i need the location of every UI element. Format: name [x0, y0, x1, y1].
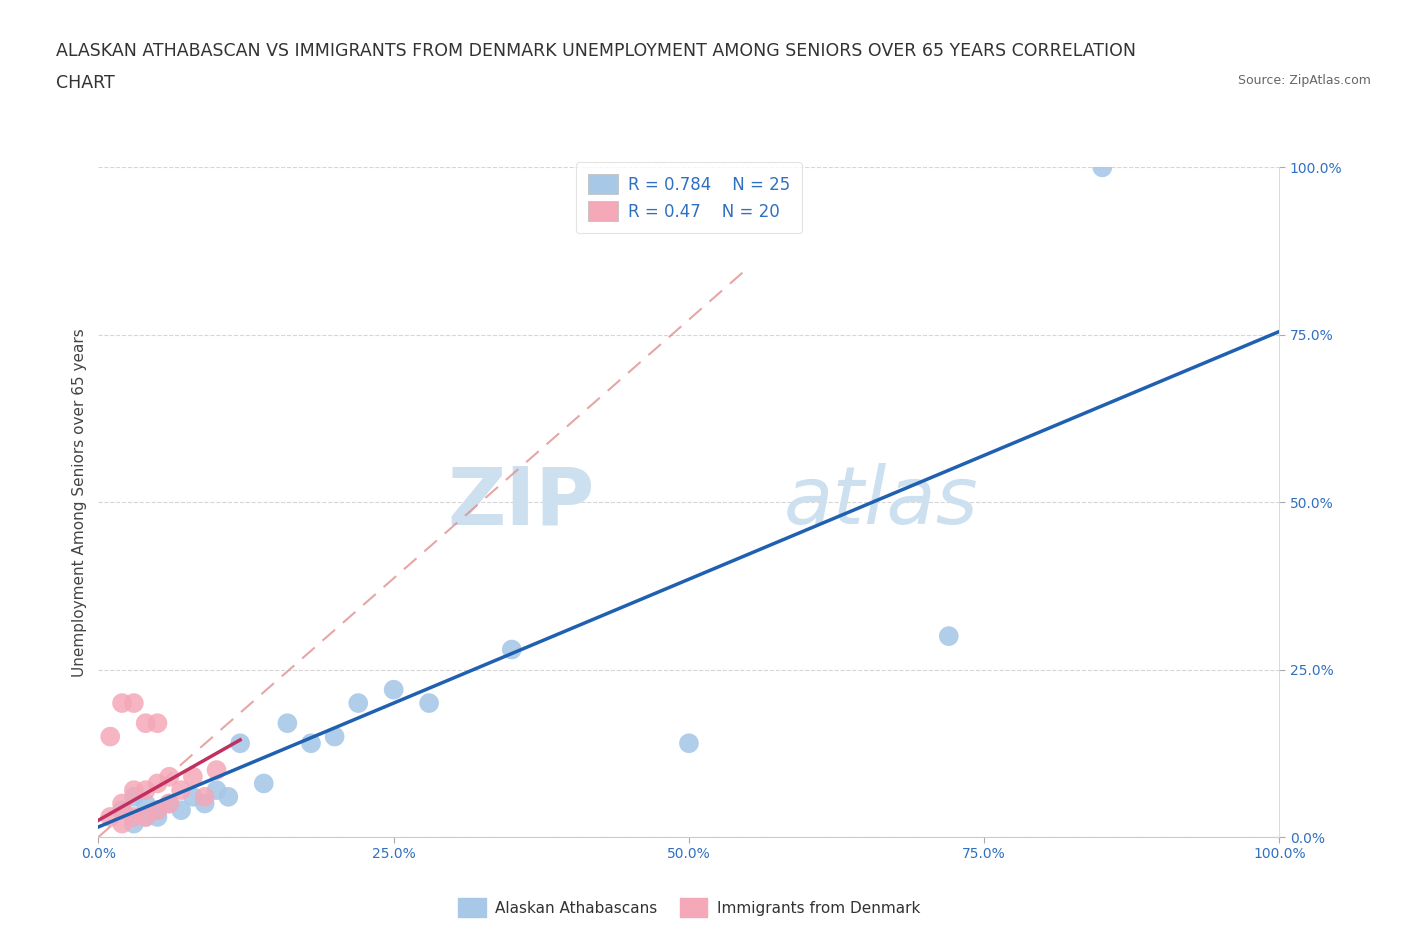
Point: [382, 683, 405, 698]
Point: [122, 696, 145, 711]
Text: ZIP: ZIP: [447, 463, 595, 541]
Point: [146, 803, 169, 817]
Point: [146, 716, 169, 731]
Point: [205, 763, 228, 777]
Point: [347, 696, 370, 711]
Legend: Alaskan Athabascans, Immigrants from Denmark: Alaskan Athabascans, Immigrants from Den…: [451, 892, 927, 923]
Point: [170, 783, 193, 798]
Point: [146, 809, 169, 824]
Point: [122, 809, 145, 824]
Point: [111, 796, 134, 811]
Point: [135, 809, 157, 824]
Point: [170, 803, 193, 817]
Point: [253, 776, 276, 790]
Point: [181, 790, 204, 804]
Point: [146, 776, 169, 790]
Point: [299, 736, 322, 751]
Text: atlas: atlas: [783, 463, 979, 541]
Point: [122, 783, 145, 798]
Point: [122, 790, 145, 804]
Point: [111, 817, 134, 831]
Point: [205, 783, 228, 798]
Point: [217, 790, 239, 804]
Point: [194, 796, 217, 811]
Point: [111, 696, 134, 711]
Point: [938, 629, 960, 644]
Point: [678, 736, 700, 751]
Text: Source: ZipAtlas.com: Source: ZipAtlas.com: [1237, 74, 1371, 87]
Point: [135, 716, 157, 731]
Point: [1091, 160, 1114, 175]
Point: [323, 729, 346, 744]
Point: [135, 783, 157, 798]
Text: ALASKAN ATHABASCAN VS IMMIGRANTS FROM DENMARK UNEMPLOYMENT AMONG SENIORS OVER 65: ALASKAN ATHABASCAN VS IMMIGRANTS FROM DE…: [56, 42, 1136, 60]
Point: [276, 716, 298, 731]
Point: [135, 809, 157, 824]
Point: [135, 796, 157, 811]
Y-axis label: Unemployment Among Seniors over 65 years: Unemployment Among Seniors over 65 years: [72, 328, 87, 677]
Point: [501, 642, 523, 657]
Point: [157, 769, 180, 784]
Point: [122, 817, 145, 831]
Point: [111, 803, 134, 817]
Text: CHART: CHART: [56, 74, 115, 92]
Point: [229, 736, 252, 751]
Point: [146, 803, 169, 817]
Point: [98, 729, 121, 744]
Point: [157, 796, 180, 811]
Point: [157, 796, 180, 811]
Point: [418, 696, 440, 711]
Point: [98, 809, 121, 824]
Point: [181, 769, 204, 784]
Point: [194, 790, 217, 804]
